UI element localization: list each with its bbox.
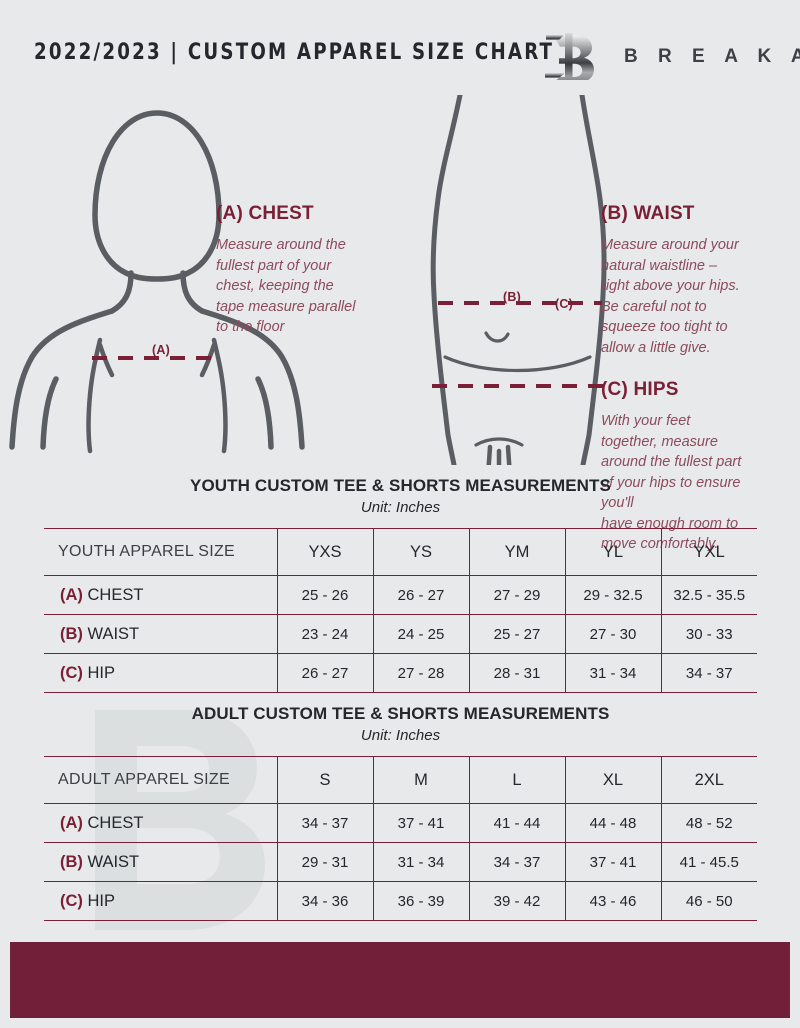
adult-cell-1-3: 37 - 41 — [564, 842, 661, 882]
adult-row-label-2: (C) HIP — [44, 881, 277, 921]
adult-size-col-2: L — [468, 756, 565, 804]
adult-apparel-size-label: ADULT APPAREL SIZE — [44, 756, 277, 804]
youth-cell-1-3: 27 - 30 — [564, 614, 661, 654]
guide-chest-heading: (A) CHEST — [216, 203, 314, 224]
youth-cell-2-3: 31 - 34 — [564, 653, 661, 693]
youth-row-name-0: CHEST — [87, 585, 144, 604]
adult-row-tag-2: (C) — [60, 891, 83, 910]
adult-cell-1-2: 34 - 37 — [468, 842, 565, 882]
human-hips-front-icon — [430, 95, 608, 465]
guide-chest-body: Measure around the fullest part of your … — [216, 237, 356, 336]
adult-cell-2-1: 36 - 39 — [372, 881, 469, 921]
youth-row-tag-0: (A) — [60, 585, 83, 604]
page-header: 2022/2023 | CUSTOM APPAREL SIZE CHART — [0, 0, 800, 96]
adult-cell-0-4: 48 - 52 — [660, 803, 757, 843]
adult-cell-0-0: 34 - 37 — [276, 803, 373, 843]
youth-row-tag-2: (C) — [60, 663, 83, 682]
youth-row-name-2: HIP — [87, 663, 116, 682]
adult-cell-1-0: 29 - 31 — [276, 842, 373, 882]
adult-row-label-1: (B) WAIST — [44, 842, 277, 882]
guide-hips-heading: (C) HIPS — [601, 379, 679, 400]
youth-cell-1-0: 23 - 24 — [276, 614, 373, 654]
table-row: (C) HIP 26 - 27 27 - 28 28 - 31 31 - 34 … — [44, 653, 757, 693]
youth-cell-2-0: 26 - 27 — [276, 653, 373, 693]
adult-size-table: ADULT APPAREL SIZE S M L XL 2XL (A) CHES… — [44, 756, 757, 921]
adult-table-title: ADULT CUSTOM TEE & SHORTS MEASUREMENTS — [191, 704, 610, 723]
youth-row-label-2: (C) HIP — [44, 653, 277, 693]
youth-apparel-size-label: YOUTH APPAREL SIZE — [44, 528, 277, 576]
adult-row-tag-0: (A) — [60, 813, 83, 832]
adult-size-col-1: M — [372, 756, 469, 804]
adult-cell-2-3: 43 - 46 — [564, 881, 661, 921]
adult-table-unit: Unit: Inches — [360, 727, 441, 744]
adult-size-col-3: XL — [564, 756, 661, 804]
adult-row-tag-1: (B) — [60, 852, 83, 871]
guide-waist: (B) WAIST Measure around your natural wa… — [601, 203, 781, 358]
youth-cell-0-2: 27 - 29 — [468, 575, 565, 615]
chest-marker-label: (A) — [152, 343, 170, 357]
youth-size-table: YOUTH APPAREL SIZE YXS YS YM YL YXL (A) … — [44, 528, 757, 693]
youth-size-col-3: YL — [564, 528, 661, 576]
adult-table-section: ADULT CUSTOM TEE & SHORTS MEASUREMENTS U… — [44, 704, 757, 921]
youth-cell-0-4: 32.5 - 35.5 — [660, 575, 757, 615]
youth-size-col-2: YM — [468, 528, 565, 576]
adult-row-name-2: HIP — [87, 891, 116, 910]
adult-size-col-0: S — [276, 756, 373, 804]
youth-size-col-4: YXL — [660, 528, 757, 576]
youth-row-name-1: WAIST — [87, 624, 140, 643]
adult-cell-0-1: 37 - 41 — [372, 803, 469, 843]
table-row: (C) HIP 34 - 36 36 - 39 39 - 42 43 - 46 … — [44, 881, 757, 921]
youth-cell-2-1: 27 - 28 — [372, 653, 469, 693]
youth-table-title: YOUTH CUSTOM TEE & SHORTS MEASUREMENTS — [190, 476, 611, 495]
youth-cell-2-2: 28 - 31 — [468, 653, 565, 693]
guide-chest: (A) CHEST Measure around the fullest par… — [216, 203, 396, 338]
youth-table-section: YOUTH CUSTOM TEE & SHORTS MEASUREMENTS U… — [44, 476, 757, 693]
youth-cell-2-4: 34 - 37 — [660, 653, 757, 693]
brand-lockup: B R E A K A W A Y — [530, 30, 800, 83]
youth-row-tag-1: (B) — [60, 624, 83, 643]
adult-cell-2-0: 34 - 36 — [276, 881, 373, 921]
adult-cell-2-2: 39 - 42 — [468, 881, 565, 921]
youth-cell-0-0: 25 - 26 — [276, 575, 373, 615]
adult-row-name-1: WAIST — [87, 852, 140, 871]
brand-name: B R E A K A W A Y — [624, 46, 800, 67]
waist-marker-label: (B) — [503, 290, 521, 304]
guide-waist-body: Measure around your natural waistline – … — [601, 237, 740, 356]
table-row: (B) WAIST 23 - 24 24 - 25 25 - 27 27 - 3… — [44, 614, 757, 654]
adult-cell-2-4: 46 - 50 — [660, 881, 757, 921]
adult-cell-1-4: 41 - 45.5 — [660, 842, 757, 882]
youth-row-label-0: (A) CHEST — [44, 575, 277, 615]
table-header-row: YOUTH APPAREL SIZE YXS YS YM YL YXL — [44, 528, 757, 576]
youth-row-label-1: (B) WAIST — [44, 614, 277, 654]
youth-cell-0-3: 29 - 32.5 — [564, 575, 661, 615]
human-torso-front-icon — [9, 110, 305, 454]
adult-row-name-0: CHEST — [87, 813, 144, 832]
youth-cell-1-1: 24 - 25 — [372, 614, 469, 654]
adult-cell-0-2: 41 - 44 — [468, 803, 565, 843]
table-header-row: ADULT APPAREL SIZE S M L XL 2XL — [44, 756, 757, 804]
youth-cell-1-4: 30 - 33 — [660, 614, 757, 654]
measurement-illustrations: (A) (B) (C) (A) CHEST Measure around the… — [0, 95, 800, 552]
table-row: (B) WAIST 29 - 31 31 - 34 34 - 37 37 - 4… — [44, 842, 757, 882]
table-row: (A) CHEST 25 - 26 26 - 27 27 - 29 29 - 3… — [44, 575, 757, 615]
youth-cell-0-1: 26 - 27 — [372, 575, 469, 615]
adult-size-col-4: 2XL — [660, 756, 757, 804]
adult-cell-1-1: 31 - 34 — [372, 842, 469, 882]
youth-size-col-0: YXS — [276, 528, 373, 576]
adult-row-label-0: (A) CHEST — [44, 803, 277, 843]
youth-size-col-1: YS — [372, 528, 469, 576]
page-title: 2022/2023 | CUSTOM APPAREL SIZE CHART — [34, 40, 555, 65]
guide-waist-heading: (B) WAIST — [601, 203, 695, 224]
adult-cell-0-3: 44 - 48 — [564, 803, 661, 843]
youth-table-unit: Unit: Inches — [360, 499, 441, 516]
table-row: (A) CHEST 34 - 37 37 - 41 41 - 44 44 - 4… — [44, 803, 757, 843]
youth-cell-1-2: 25 - 27 — [468, 614, 565, 654]
breakaway-b-logo-icon — [540, 30, 598, 85]
hips-marker-label: (C) — [555, 297, 573, 311]
footer-bar — [10, 942, 790, 1018]
